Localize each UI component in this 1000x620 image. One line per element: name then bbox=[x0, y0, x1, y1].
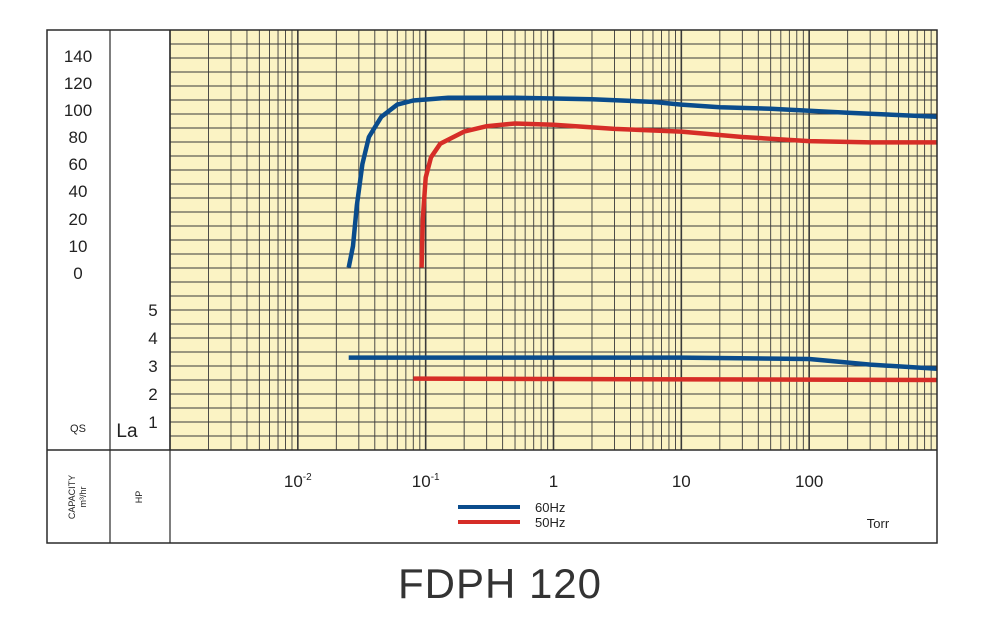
capacity-unit-label: CAPACITY m³/hr bbox=[67, 475, 88, 519]
power-tick-label: 2 bbox=[148, 385, 157, 404]
capacity-tick-label: 80 bbox=[69, 128, 88, 147]
x-axis-labels: 10-2 10-1 1 10 100 bbox=[284, 472, 824, 491]
capacity-column-label: QS bbox=[70, 423, 86, 435]
capacity-tick-label: 40 bbox=[69, 182, 88, 201]
series-line-50hz-capacity bbox=[419, 121, 937, 268]
power-tick-label: 4 bbox=[148, 329, 157, 348]
power-axis-labels: 5 4 3 2 1 bbox=[148, 301, 157, 432]
capacity-tick-label: 0 bbox=[73, 264, 82, 283]
capacity-tick-label: 60 bbox=[69, 155, 88, 174]
series-line-50hz-power bbox=[413, 376, 938, 383]
legend: 60Hz 50Hz bbox=[458, 500, 565, 530]
series-line-60hz-capacity bbox=[346, 95, 938, 269]
legend-60hz-label: 60Hz bbox=[535, 500, 565, 515]
power-unit-label: HP bbox=[134, 491, 144, 504]
x-unit-label: Torr bbox=[867, 516, 890, 531]
capacity-tick-label: 100 bbox=[64, 101, 92, 120]
capacity-tick-label: 140 bbox=[64, 47, 92, 66]
chart-frame bbox=[46, 29, 938, 544]
legend-50hz-label: 50Hz bbox=[535, 515, 565, 530]
capacity-tick-label: 10 bbox=[69, 237, 88, 256]
capacity-tick-label: 20 bbox=[69, 210, 88, 229]
curves bbox=[346, 95, 938, 383]
x-tick-label: 1 bbox=[549, 472, 558, 491]
series-line-60hz-power bbox=[348, 355, 938, 372]
power-tick-label: 5 bbox=[148, 301, 157, 320]
svg-text:CAPACITY: CAPACITY bbox=[67, 475, 77, 519]
capacity-tick-label: 120 bbox=[64, 74, 92, 93]
x-tick-label: 100 bbox=[795, 472, 823, 491]
power-tick-label: 1 bbox=[148, 413, 157, 432]
svg-text:HP: HP bbox=[134, 491, 144, 504]
power-column-label: La bbox=[116, 421, 138, 442]
x-tick-label: 10-1 bbox=[412, 472, 440, 491]
power-tick-label: 3 bbox=[148, 357, 157, 376]
x-tick-label: 10 bbox=[672, 472, 691, 491]
x-tick-label: 10-2 bbox=[284, 472, 312, 491]
svg-text:m³/hr: m³/hr bbox=[78, 487, 88, 508]
chart-title: FDPH 120 bbox=[397, 560, 603, 607]
